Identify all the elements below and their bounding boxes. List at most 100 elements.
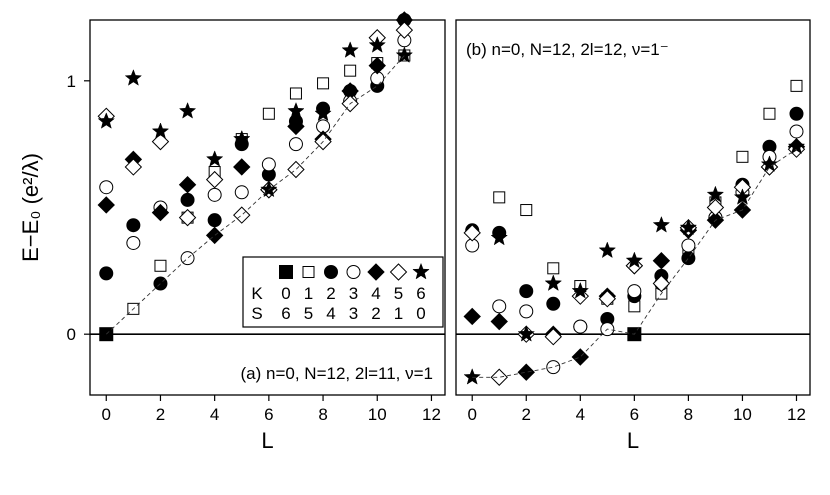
data-point-star — [151, 122, 170, 139]
data-point-star — [598, 241, 617, 259]
data-point-star — [760, 155, 779, 172]
data-point-open-diamond — [706, 198, 725, 217]
data-point-star — [706, 185, 725, 203]
data-point-open-square — [154, 259, 167, 272]
data-point-open-circle — [492, 299, 507, 314]
data-point-star — [205, 150, 224, 167]
x-tick-label: 4 — [576, 405, 585, 424]
data-point-star — [544, 274, 563, 291]
data-point-open-square — [763, 107, 776, 120]
data-point-star — [787, 137, 806, 155]
legend-s-value: 1 — [394, 304, 403, 323]
data-point-filled-diamond — [571, 348, 590, 366]
x-tick-label: 12 — [787, 405, 806, 424]
x-axis-label: L — [627, 428, 639, 453]
data-point-filled-diamond — [178, 175, 197, 194]
legend-marker-open-circle — [346, 265, 361, 279]
data-point-star — [517, 325, 535, 342]
legend-k-value: 0 — [281, 284, 290, 303]
data-point-filled-diamond — [463, 307, 481, 326]
legend-k-value: 4 — [371, 284, 380, 303]
data-point-open-circle — [207, 187, 222, 202]
data-point-open-square — [262, 107, 275, 120]
legend-k-value: 2 — [326, 284, 335, 303]
data-point-star — [733, 188, 752, 205]
x-tick-label: 2 — [522, 405, 531, 424]
data-point-open-circle — [180, 251, 195, 266]
data-point-open-diamond — [652, 274, 671, 293]
data-point-open-diamond — [395, 21, 414, 39]
data-point-filled-diamond — [368, 56, 386, 75]
legend-marker-filled-circle — [324, 265, 338, 279]
legend: KS0 1 2 3 4 5 66 5 4 3 2 1 0 — [242, 256, 444, 328]
data-point-open-diamond — [490, 368, 508, 386]
x-tick-label: 8 — [318, 405, 327, 424]
legend-s-label: S — [251, 304, 262, 323]
data-point-open-diamond — [233, 206, 251, 224]
legend-marker-filled-square — [279, 265, 293, 279]
y-tick-label: 0 — [67, 325, 76, 344]
legend-k-label: K — [251, 284, 263, 303]
data-point-open-square — [736, 150, 749, 163]
panel-b-label: (b) n=0, N=12, 2l=12, ν=1⁻ — [466, 40, 669, 59]
legend-s-value: 3 — [349, 304, 358, 323]
data-point-open-diamond — [598, 290, 617, 308]
data-point-star — [260, 180, 278, 198]
x-tick-label: 6 — [264, 405, 273, 424]
data-point-open-circle — [546, 360, 561, 375]
data-point-star — [625, 251, 644, 269]
data-point-open-circle — [261, 157, 276, 172]
data-point-open-circle — [99, 180, 114, 195]
data-point-star — [233, 129, 251, 147]
panel-a-label: (a) n=0, N=12, 2l=11, ν=1 — [241, 364, 433, 383]
data-point-star — [314, 104, 332, 122]
x-axis-label: L — [261, 428, 273, 453]
data-point-star — [490, 228, 508, 246]
x-tick-label: 10 — [733, 405, 752, 424]
data-point-star — [178, 102, 197, 119]
data-point-star — [679, 218, 698, 236]
legend-box — [242, 256, 444, 328]
data-point-filled-diamond — [490, 312, 508, 331]
data-point-open-circle — [681, 238, 696, 253]
y-axis-label: E−E₀ (e²/λ) — [18, 153, 43, 262]
legend-marker-open-square — [302, 266, 315, 278]
data-point-open-circle — [789, 124, 804, 139]
data-point-open-diamond — [625, 257, 644, 275]
data-point-open-square — [790, 79, 803, 92]
data-point-open-circle — [519, 304, 534, 319]
data-point-open-square — [547, 262, 560, 275]
x-tick-label: 4 — [210, 405, 219, 424]
legend-marker-open-diamond — [389, 263, 408, 281]
x-tick-label: 8 — [684, 405, 693, 424]
legend-s-value: 2 — [371, 304, 380, 323]
data-point-filled-diamond — [205, 226, 224, 245]
data-point-open-square — [289, 87, 302, 100]
legend-k-value: 6 — [416, 284, 425, 303]
data-point-star — [368, 36, 386, 53]
data-point-open-diamond — [178, 208, 197, 227]
panel-b: 0 2 4 6 8 10 12 L (b) n=0, N=12, 2l=12, ν=1⁻ — [455, 19, 811, 453]
data-point-open-diamond — [571, 287, 590, 305]
data-point-open-diamond — [124, 158, 143, 176]
data-point-open-diamond — [205, 170, 224, 189]
data-point-star — [395, 46, 414, 63]
lowest-branch-guide — [472, 148, 797, 378]
legend-s-value: 5 — [304, 304, 313, 323]
data-point-open-square — [317, 77, 330, 90]
data-point-star — [652, 215, 671, 233]
data-point-star — [571, 281, 590, 299]
data-point-filled-circle — [180, 192, 195, 207]
lowest-branch-guide — [105, 55, 405, 335]
data-point-filled-circle — [546, 296, 561, 311]
legend-s-value: 4 — [326, 304, 335, 323]
data-point-filled-diamond — [151, 203, 170, 222]
data-point-star — [97, 112, 115, 129]
plot-frame — [455, 19, 811, 396]
data-point-open-diamond — [463, 224, 481, 242]
data-point-filled-circle — [99, 266, 114, 281]
data-point-star — [341, 41, 359, 58]
data-point-open-square — [344, 64, 357, 77]
